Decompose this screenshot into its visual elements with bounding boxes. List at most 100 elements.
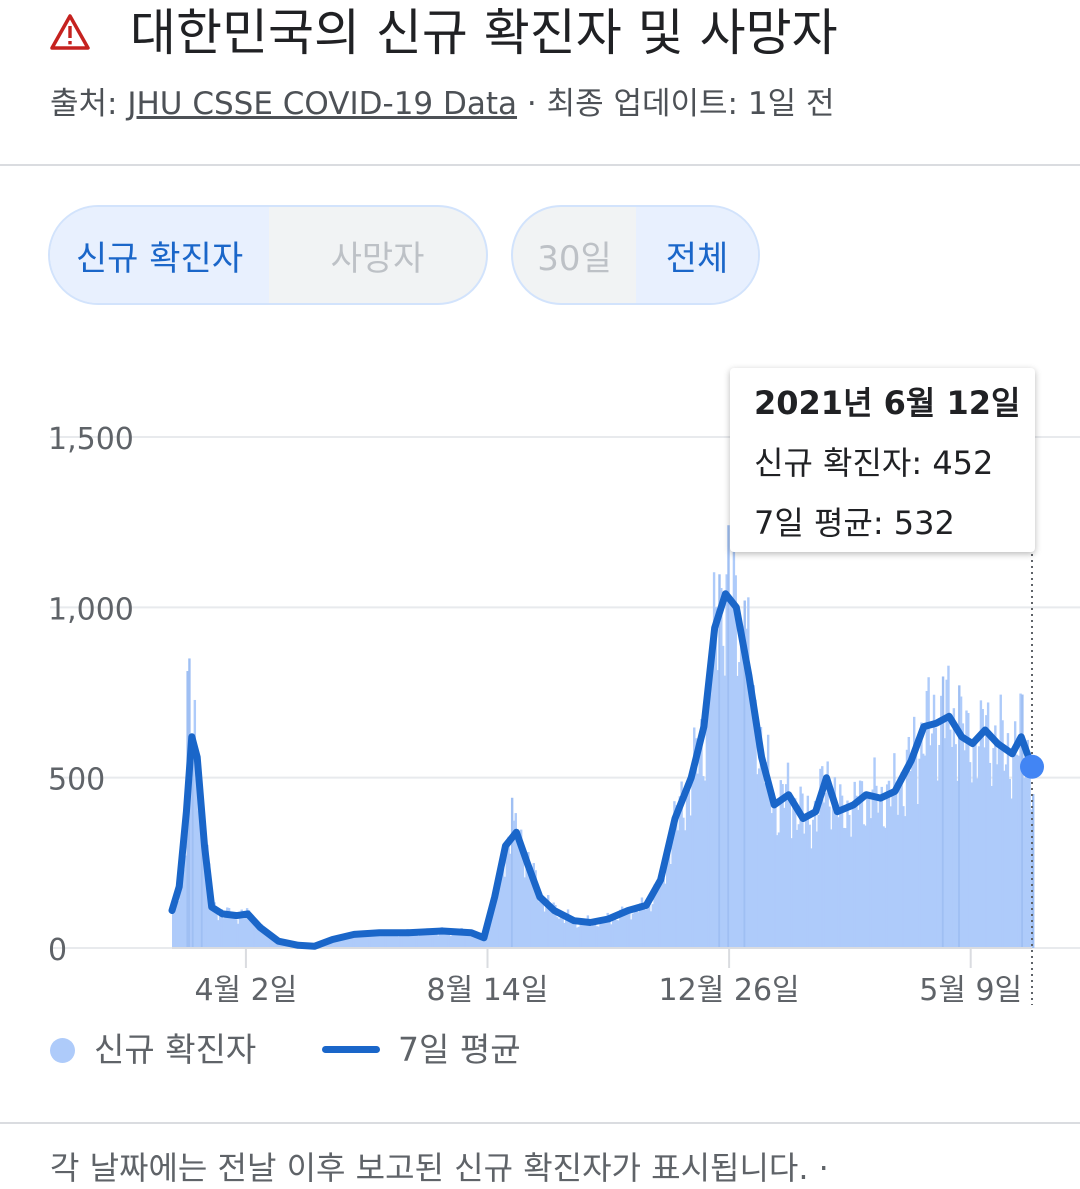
new-case-bar bbox=[629, 919, 633, 948]
new-case-bar bbox=[503, 876, 507, 948]
new-case-bar bbox=[835, 806, 838, 948]
new-case-bar bbox=[858, 780, 862, 948]
new-case-bar bbox=[222, 918, 225, 948]
new-case-bar bbox=[500, 861, 503, 948]
new-case-bar bbox=[682, 817, 685, 948]
new-case-bar bbox=[254, 922, 258, 948]
new-case-bar bbox=[377, 935, 380, 948]
new-case-bar bbox=[768, 783, 772, 948]
new-case-bar bbox=[1026, 739, 1029, 948]
range-toggle: 30일 전체 bbox=[511, 205, 760, 305]
new-case-bar bbox=[702, 776, 705, 948]
x-tick-label: 5월 9일 bbox=[919, 973, 1022, 1008]
new-case-bar bbox=[774, 801, 777, 948]
new-case-bar bbox=[705, 705, 709, 948]
warning-icon[interactable] bbox=[50, 14, 90, 50]
new-case-bar bbox=[938, 744, 941, 948]
new-case-bar bbox=[330, 941, 334, 948]
new-case-bar bbox=[952, 708, 956, 948]
new-case-bar bbox=[752, 685, 755, 948]
new-case-bar bbox=[633, 905, 636, 948]
source-link[interactable]: JHU CSSE COVID-19 Data bbox=[127, 86, 518, 122]
new-case-bar bbox=[644, 909, 647, 948]
new-case-bar bbox=[541, 901, 545, 948]
tooltip-date: 2021년 6월 12일 bbox=[754, 384, 1021, 422]
new-case-bar bbox=[253, 918, 256, 948]
tab-all[interactable]: 전체 bbox=[636, 207, 758, 303]
new-case-bar bbox=[961, 723, 965, 948]
new-case-bar bbox=[965, 710, 968, 948]
new-case-bar bbox=[247, 910, 251, 948]
new-case-bar bbox=[465, 931, 469, 948]
tab-new-cases[interactable]: 신규 확진자 bbox=[50, 207, 269, 303]
new-case-bar bbox=[341, 937, 344, 948]
new-case-bar bbox=[433, 930, 436, 948]
new-case-bar bbox=[577, 926, 581, 948]
new-case-bar bbox=[211, 906, 215, 948]
new-case-bar bbox=[959, 696, 963, 948]
new-case-bar bbox=[992, 748, 995, 948]
new-case-bar bbox=[703, 780, 707, 948]
new-case-bar bbox=[352, 932, 355, 948]
tab-deaths[interactable]: 사망자 bbox=[330, 238, 425, 279]
new-case-bar bbox=[949, 729, 952, 948]
x-tick-label: 12월 26일 bbox=[659, 973, 800, 1008]
new-case-bar bbox=[788, 799, 792, 948]
new-case-bar bbox=[384, 933, 388, 948]
new-case-bar bbox=[666, 854, 669, 948]
new-case-bar bbox=[231, 917, 234, 948]
new-case-bar bbox=[449, 936, 453, 948]
new-case-bar bbox=[662, 877, 665, 948]
new-case-bar bbox=[260, 924, 263, 948]
cases-chart[interactable]: 0 500 1,000 1,500 4월 2일 8월 14일 12월 26일 5월 9일 bbox=[0, 330, 1080, 1020]
new-case-bar bbox=[177, 901, 180, 948]
new-case-bar bbox=[813, 800, 817, 948]
new-case-bar bbox=[406, 928, 409, 948]
source-prefix: 출처: bbox=[50, 86, 128, 122]
new-case-bar bbox=[527, 852, 530, 948]
new-case-bar bbox=[995, 764, 999, 948]
new-case-bar bbox=[667, 850, 671, 948]
new-case-bar bbox=[469, 936, 472, 948]
new-case-bar bbox=[934, 727, 938, 948]
new-case-bar bbox=[1001, 720, 1004, 948]
new-case-bar bbox=[711, 661, 714, 948]
new-case-bar bbox=[220, 909, 224, 948]
new-case-bar bbox=[456, 933, 460, 948]
new-case-bar bbox=[597, 926, 600, 948]
new-case-bar bbox=[572, 917, 575, 948]
new-case-bar bbox=[1013, 721, 1017, 948]
new-case-bar bbox=[586, 915, 590, 948]
new-case-bar bbox=[1017, 755, 1020, 948]
new-case-bar bbox=[754, 699, 757, 948]
new-case-bar bbox=[766, 734, 770, 948]
new-case-bar bbox=[588, 921, 591, 948]
new-case-bar bbox=[723, 675, 727, 948]
legend-line-label: 7일 평균 bbox=[398, 1030, 521, 1069]
new-case-bar bbox=[1003, 770, 1006, 948]
new-case-bar bbox=[628, 910, 631, 948]
new-case-bar bbox=[642, 907, 645, 948]
new-case-bar bbox=[413, 931, 416, 948]
new-case-bar bbox=[444, 931, 447, 948]
new-case-bar bbox=[336, 939, 339, 948]
new-case-bar bbox=[907, 736, 911, 948]
new-case-bar bbox=[359, 933, 362, 948]
new-case-bar bbox=[842, 827, 846, 948]
new-case-bar bbox=[1021, 694, 1024, 948]
new-case-bar bbox=[200, 822, 204, 948]
new-case-bar bbox=[1008, 778, 1011, 948]
new-case-bar bbox=[738, 662, 741, 948]
new-case-bar bbox=[507, 836, 510, 948]
new-case-bar bbox=[537, 901, 541, 948]
new-case-bar bbox=[781, 784, 784, 948]
new-case-bar bbox=[440, 927, 444, 948]
new-case-bar bbox=[467, 931, 471, 948]
new-case-bar bbox=[797, 824, 801, 948]
tooltip-average: 7일 평균: 532 bbox=[754, 504, 955, 542]
new-case-bar bbox=[599, 918, 602, 948]
new-case-bar bbox=[1019, 693, 1022, 948]
tab-30-days[interactable]: 30일 bbox=[537, 238, 612, 279]
new-case-bar bbox=[476, 935, 480, 948]
new-case-bar bbox=[518, 840, 521, 948]
